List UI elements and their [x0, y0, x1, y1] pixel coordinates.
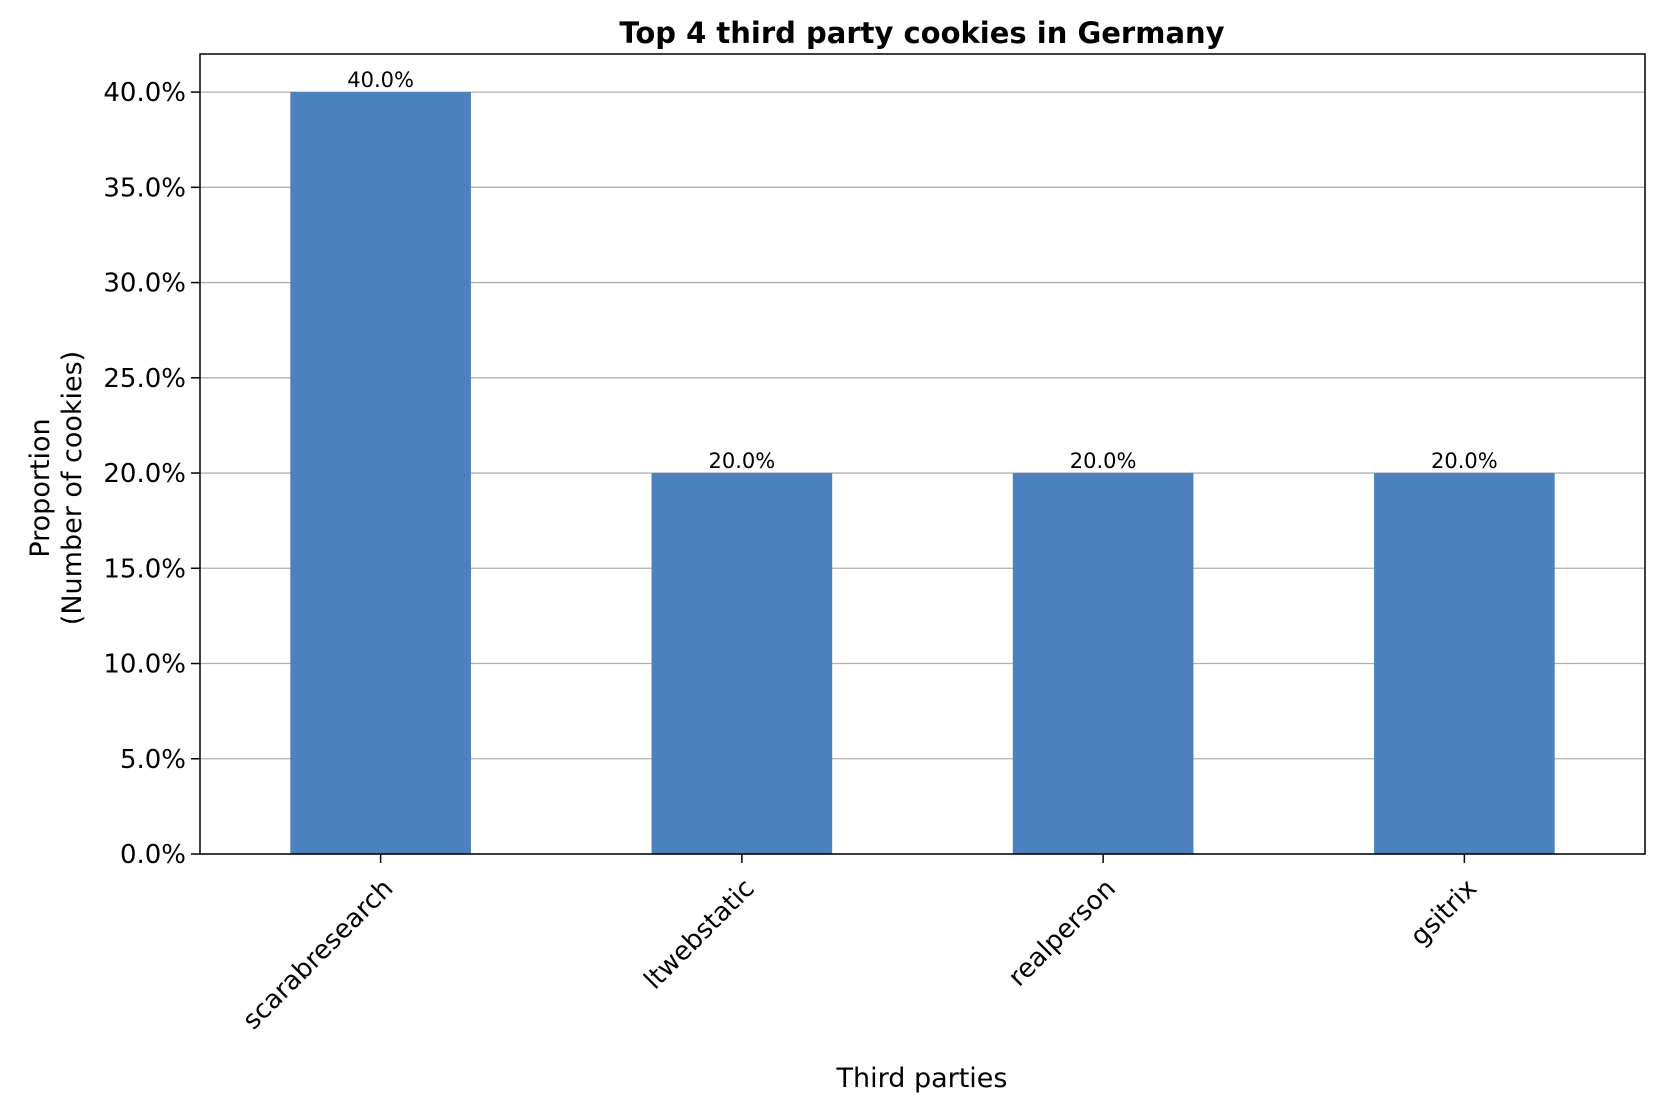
y-tick-label: 25.0% — [103, 364, 186, 394]
y-axis-label-line-1: Proportion — [25, 418, 56, 557]
y-tick-label: 40.0% — [103, 78, 186, 108]
data-labels: 40.0% 20.0% 20.0% 20.0% — [347, 68, 1497, 473]
y-tick-label: 10.0% — [103, 650, 186, 680]
y-tick-label: 20.0% — [103, 459, 186, 489]
y-tick-label: 30.0% — [103, 269, 186, 299]
bar — [1374, 473, 1555, 854]
bar — [290, 92, 471, 855]
y-tick-label: 0.0% — [120, 840, 186, 870]
data-label: 40.0% — [347, 68, 414, 92]
data-label: 20.0% — [1431, 449, 1498, 473]
plot-frame — [199, 53, 1646, 855]
data-label: 20.0% — [1070, 449, 1137, 473]
y-tick-label: 35.0% — [103, 173, 186, 203]
y-axis-label-line-2: (Number of cookies) — [57, 351, 88, 625]
x-axis-label: Third parties — [835, 1063, 1007, 1094]
y-axis-ticks: 0.0% 5.0% 10.0% 15.0% 20.0% 25.0% 30.0% 35.0% 40… — [103, 78, 200, 870]
bar — [1012, 473, 1194, 854]
y-tick-label: 15.0% — [103, 554, 186, 584]
chart-title: Top 4 third party cookies in Germany — [619, 16, 1224, 50]
bars — [290, 92, 1555, 855]
y-tick-label: 5.0% — [120, 745, 186, 775]
data-label: 20.0% — [709, 449, 776, 473]
bar — [651, 473, 833, 854]
